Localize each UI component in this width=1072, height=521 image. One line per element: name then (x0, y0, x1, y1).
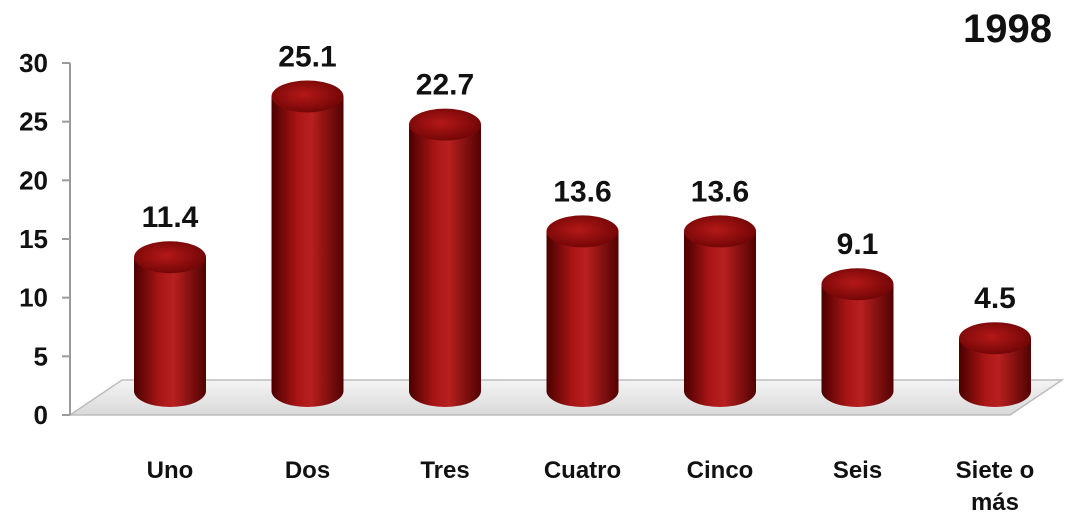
data-label: 9.1 (837, 228, 879, 261)
bar-body (546, 231, 619, 407)
y-tick-label: 5 (34, 341, 48, 371)
data-label: 25.1 (278, 40, 336, 73)
bar-cap (409, 108, 481, 141)
y-tick-label: 15 (19, 224, 48, 254)
x-tick-label: Tres (420, 457, 469, 484)
x-tick-label: Cinco (687, 457, 754, 484)
data-label: 13.6 (691, 175, 749, 208)
y-tick-label: 20 (19, 165, 48, 195)
bar-cap (684, 215, 756, 248)
x-tick-label: Seis (833, 457, 882, 484)
x-tick-label: Dos (285, 457, 330, 484)
bar-body (959, 338, 1031, 407)
x-tick-label: Siete o más (956, 457, 1035, 516)
bar-body (271, 96, 344, 407)
bar-body (409, 124, 481, 408)
y-tick-label: 10 (19, 283, 48, 313)
y-tick-label: 0 (34, 400, 48, 430)
bar-cap (546, 215, 619, 248)
bar (134, 241, 206, 407)
bar-cap (959, 322, 1031, 355)
y-tick-label: 30 (19, 48, 48, 78)
y-tick-label: 25 (19, 107, 48, 137)
bar-cap (821, 268, 894, 301)
bar-cap (271, 80, 344, 113)
bar (546, 215, 619, 407)
data-label: 13.6 (553, 175, 611, 208)
bar (959, 322, 1031, 407)
bar (409, 108, 481, 408)
bar-body (821, 284, 894, 407)
data-label: 4.5 (974, 282, 1016, 315)
bar-body (684, 231, 756, 407)
x-tick-label: Cuatro (544, 457, 621, 484)
bar (271, 80, 344, 407)
bar (684, 215, 756, 407)
chart-title: 1998 (963, 7, 1052, 51)
data-label: 22.7 (416, 69, 474, 102)
x-tick-label: Uno (147, 457, 194, 484)
bar-body (134, 257, 206, 407)
bar-cap (134, 241, 206, 274)
bar (821, 268, 894, 407)
data-label: 11.4 (142, 201, 199, 234)
